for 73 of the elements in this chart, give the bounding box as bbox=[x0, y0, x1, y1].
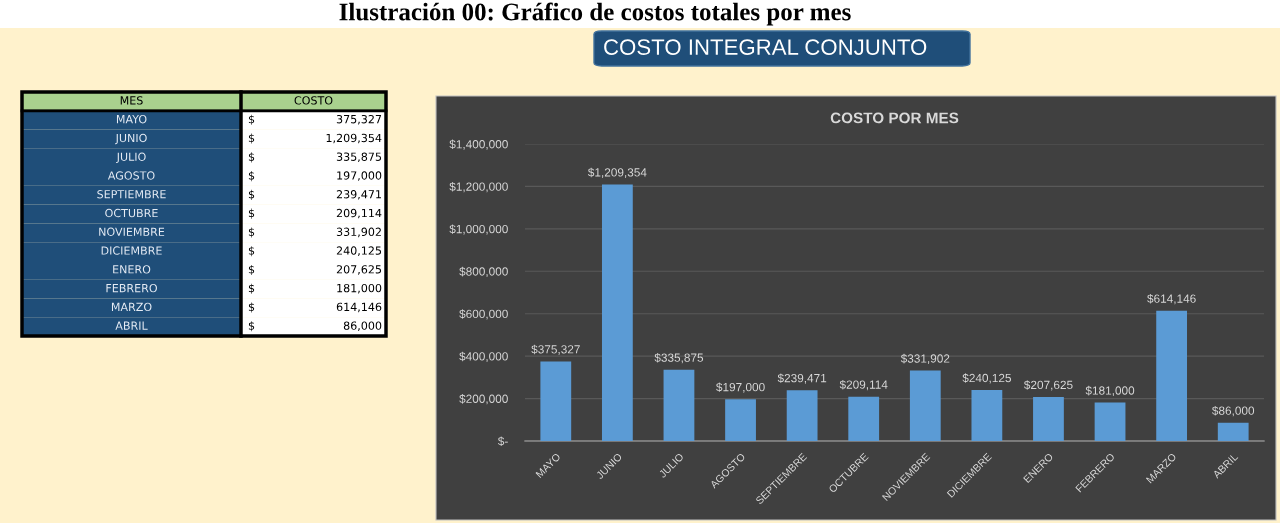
y-tick-label: $1,400,000 bbox=[449, 139, 508, 150]
text: $ bbox=[248, 227, 255, 238]
category-label: DICIEMBRE bbox=[101, 246, 162, 255]
data-label: 209,114 bbox=[336, 208, 382, 219]
category-label: JULIO bbox=[116, 152, 146, 163]
category-label: MARZO bbox=[111, 302, 152, 312]
text: $ bbox=[248, 152, 255, 163]
category-label: OCTUBRE bbox=[105, 208, 158, 218]
text: $ bbox=[248, 302, 255, 313]
data-label: $614,146 bbox=[1147, 293, 1196, 305]
data-label: 197,000 bbox=[337, 171, 382, 181]
data-label: $197,000 bbox=[716, 382, 765, 393]
text: $ bbox=[248, 171, 255, 182]
data-label: $209,114 bbox=[839, 379, 888, 391]
bar bbox=[1094, 402, 1126, 441]
data-label: $375,327 bbox=[531, 344, 580, 355]
data-label: 86,000 bbox=[343, 321, 382, 331]
text: $ bbox=[248, 133, 255, 144]
data-label: 331,902 bbox=[336, 227, 381, 238]
category-label: NOVIEMBRE bbox=[99, 227, 165, 236]
bar bbox=[601, 184, 633, 441]
category-label: AGOSTO bbox=[107, 171, 155, 180]
category-label: SEPTIEMBRE bbox=[97, 190, 166, 199]
data-label: 207,625 bbox=[336, 265, 382, 275]
category-label: FEBRERO bbox=[106, 283, 157, 293]
y-tick-label: $- bbox=[497, 436, 508, 447]
text: Ilustración 00: Gráfico de costos totales por mes bbox=[339, 2, 851, 26]
text: $ bbox=[248, 283, 255, 294]
y-tick-label: $400,000 bbox=[459, 351, 508, 362]
y-tick-label: $200,000 bbox=[459, 394, 508, 405]
y-tick-label: $1,200,000 bbox=[449, 181, 508, 193]
data-label: $239,471 bbox=[777, 373, 827, 384]
chart-title: COSTO POR MES bbox=[830, 112, 959, 124]
data-label: 375,327 bbox=[336, 114, 382, 125]
data-label: $335,875 bbox=[654, 353, 704, 364]
text: $ bbox=[248, 246, 255, 257]
text: $ bbox=[248, 321, 255, 332]
bar bbox=[1156, 310, 1188, 441]
text: COSTO INTEGRAL CONJUNTO bbox=[604, 39, 927, 55]
data-label: 239,471 bbox=[336, 190, 381, 200]
data-label: $181,000 bbox=[1085, 385, 1135, 397]
bar bbox=[1217, 422, 1249, 441]
text: $ bbox=[248, 264, 255, 276]
data-label: 181,000 bbox=[337, 283, 382, 294]
text: $ bbox=[248, 208, 255, 219]
data-label: 240,125 bbox=[336, 246, 382, 256]
bar bbox=[848, 396, 880, 441]
bar bbox=[1033, 396, 1064, 441]
text: $ bbox=[248, 114, 255, 125]
category-label: ENERO bbox=[113, 265, 151, 274]
text: $ bbox=[248, 189, 255, 200]
y-tick-label: $600,000 bbox=[459, 309, 508, 320]
data-label: 1,209,354 bbox=[326, 133, 382, 144]
data-label: $1,209,354 bbox=[587, 167, 647, 178]
bar bbox=[540, 361, 572, 441]
text: MES bbox=[120, 96, 143, 105]
bar bbox=[909, 370, 941, 441]
data-label: $240,125 bbox=[962, 373, 1011, 384]
y-tick-label: $1,000,000 bbox=[449, 224, 508, 235]
bar bbox=[663, 369, 695, 441]
bar bbox=[971, 390, 1003, 441]
category-label: JUNIO bbox=[115, 133, 147, 145]
y-tick-label: $800,000 bbox=[459, 266, 508, 278]
category-label: ABRIL bbox=[115, 321, 148, 330]
bar bbox=[725, 399, 756, 441]
data-label: $86,000 bbox=[1212, 406, 1255, 417]
text: COSTO bbox=[294, 96, 333, 105]
category-label: MAYO bbox=[116, 114, 147, 124]
data-label: $331,902 bbox=[900, 353, 950, 365]
bar bbox=[786, 390, 818, 441]
data-label: 614,146 bbox=[336, 302, 382, 313]
data-label: $207,625 bbox=[1023, 380, 1073, 391]
data-label: 335,875 bbox=[336, 152, 382, 163]
